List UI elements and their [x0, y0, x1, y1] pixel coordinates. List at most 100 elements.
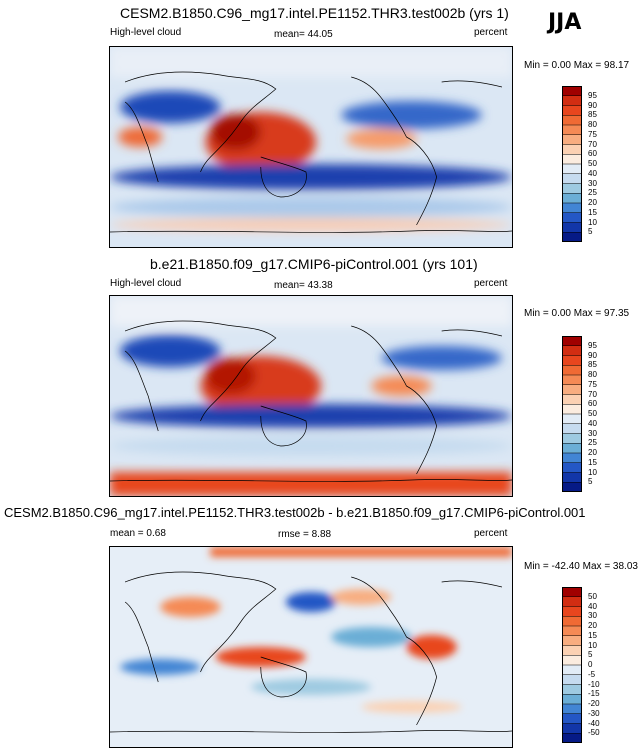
panel1-colorbar-swatch [562, 125, 582, 136]
panel1-colorbar-tick-label: 80 [588, 120, 597, 129]
panel2-colorbar-tick-label: 95 [588, 340, 597, 350]
panel2-colorbar-tick-label: 90 [588, 350, 597, 360]
panel3-anom-red-e [361, 701, 462, 713]
panel3-colorbar-tick-label: 30 [588, 611, 597, 621]
panel1-map [109, 46, 513, 248]
panel2-north-pacific-blue [120, 335, 221, 367]
panel1-units-label: percent [474, 27, 508, 38]
panel1-colorbar-swatch [562, 212, 582, 223]
panel2-colorbar-tick-label: 30 [588, 428, 597, 438]
panel3-anom-blue-c [120, 659, 201, 675]
panel3-rmse-label: rmse = 8.88 [278, 529, 332, 540]
panel2-colorbar-tick-label: 60 [588, 399, 597, 409]
panel3-colorbar-tick-label: -5 [588, 669, 596, 679]
panel1-colorbar-tick-label: 10 [588, 217, 597, 227]
panel3-colorbar-swatch [562, 606, 582, 617]
season-label: JJA [548, 10, 582, 35]
panel2-colorbar-labels: 95 90 85 80 75 70 60 50 40 30 25 20 15 10 5 [588, 336, 618, 492]
panel3-anom-blue-a [285, 592, 337, 612]
panel1-colorbar-tick-label: 50 [588, 159, 597, 168]
panel3-colorbar-tick-label: 20 [588, 621, 597, 630]
panel3-colorbar-swatch [562, 616, 582, 627]
panel2-map [109, 295, 513, 497]
panel2-colorbar-swatch [562, 404, 582, 415]
panel3-colorbar-swatch [562, 665, 582, 676]
panel1-colorbar-swatch [562, 173, 582, 184]
panel2-coastlines [110, 320, 512, 482]
panel1-southern-mid-light [110, 197, 512, 217]
panel1-subtropic-blue-south [110, 164, 512, 190]
panel1-colorbar-tick-label: 75 [588, 129, 597, 139]
panel1-colorbar-swatch [562, 154, 582, 165]
panel2-colorbar-swatch [562, 462, 582, 473]
panel3-anom-red-b [331, 589, 392, 605]
panel3-colorbar-tick-label: 50 [588, 591, 597, 601]
panel3-colorbar-tick-label: -30 [588, 708, 600, 718]
panel3-colorbar-tick-label: 10 [588, 640, 597, 650]
panel2-colorbar-tick-label: 80 [588, 370, 597, 379]
panel2-southern-ocean-red [110, 472, 512, 496]
panel3-colorbar-swatch [562, 655, 582, 666]
panel1-colorbar-svg [562, 86, 582, 243]
panel2-americas-orange [371, 376, 432, 396]
panel1-coastlines [110, 71, 512, 233]
panel2-colorbar-tick-label: 5 [588, 477, 593, 487]
panel1-colorbar-swatch [562, 164, 582, 175]
panel2-colorbar-swatch [562, 355, 582, 366]
panel1-colorbar-tick-label: 85 [588, 110, 597, 120]
panel3-colorbar-swatch [562, 684, 582, 695]
panel1-map-svg [110, 47, 512, 247]
panel1-colorbar-swatch [562, 86, 582, 97]
panel3-colorbar-tick-label: -20 [588, 699, 600, 708]
panel3-map [109, 546, 513, 748]
panel1-title: CESM2.B1850.C96_mg17.intel.PE1152.THR3.t… [120, 5, 509, 21]
panel2-colorbar-swatch [562, 394, 582, 405]
panel3-units-label: percent [474, 528, 508, 539]
panel2-map-svg [110, 296, 512, 496]
panel1-colorbar-tick-label: 60 [588, 149, 597, 159]
panel1-colorbar-swatch [562, 105, 582, 116]
panel2-colorbar-swatch [562, 384, 582, 395]
panel2-colorbar-tick-label: 25 [588, 438, 597, 448]
panel1-americas-orange [346, 129, 417, 149]
panel3-colorbar-swatch [562, 645, 582, 656]
panel1-colorbar-tick-label: 30 [588, 178, 597, 188]
panel1-southern-ocean-pink [110, 218, 512, 232]
panel1-north-pacific-blue [120, 91, 221, 123]
panel1-colorbar-swatch [562, 134, 582, 145]
panel2-minmax-label: Min = 0.00 Max = 97.35 [524, 308, 630, 319]
panel2-colorbar-tick-label: 50 [588, 409, 597, 418]
panel3-colorbar-tick-label: 15 [588, 630, 597, 640]
panel3-colorbar-tick-label: 5 [588, 650, 593, 660]
panel1-colorbar-tick-label: 5 [588, 227, 593, 237]
panel1-minmax-label: Min = 0.00 Max = 98.17 [524, 60, 630, 71]
panel1-antarctic-band [110, 233, 512, 247]
panel1-north-atlantic-blue [341, 101, 482, 129]
panel2-colorbar-swatch [562, 443, 582, 454]
panel3-colorbar-swatch [562, 733, 582, 744]
panel3-anom-red-d [406, 635, 457, 659]
panel2-colorbar-swatch [562, 375, 582, 386]
panel3-arctic-red-strip [210, 547, 512, 557]
panel2-colorbar-swatch [562, 453, 582, 464]
panel3-colorbar-tick-label: -50 [588, 728, 600, 738]
panel2-title: b.e21.B1850.f09_g17.CMIP6-piControl.001 … [150, 256, 478, 272]
panel3-colorbar [562, 587, 582, 744]
panel3-colorbar-tick-label: 40 [588, 601, 597, 611]
panel3-colorbar-swatch [562, 626, 582, 637]
panel2-colorbar-swatch [562, 336, 582, 347]
panel3-colorbar-tick-label: -15 [588, 689, 600, 699]
panel3-colorbar-labels: 50 40 30 20 15 10 5 0 -5 -10 -15 -20 -30 -40 -50 [588, 587, 618, 743]
panel1-colorbar-swatch [562, 115, 582, 126]
panel2-colorbar-swatch [562, 345, 582, 356]
panel1-colorbar-tick-label: 70 [588, 139, 597, 149]
panel2-warm-pool-core [205, 358, 256, 394]
panel1-colorbar-tick-label: 25 [588, 188, 597, 198]
panel2-colorbar-swatch [562, 423, 582, 434]
panel1-colorbar-swatch [562, 144, 582, 155]
panel1-colorbar-swatch [562, 203, 582, 214]
panel1-colorbar-tick-label: 95 [588, 90, 597, 100]
panel2-north-atlantic-blue [381, 346, 502, 370]
panel1-warm-pool-core [210, 114, 261, 150]
panel3-map-svg [110, 547, 512, 747]
